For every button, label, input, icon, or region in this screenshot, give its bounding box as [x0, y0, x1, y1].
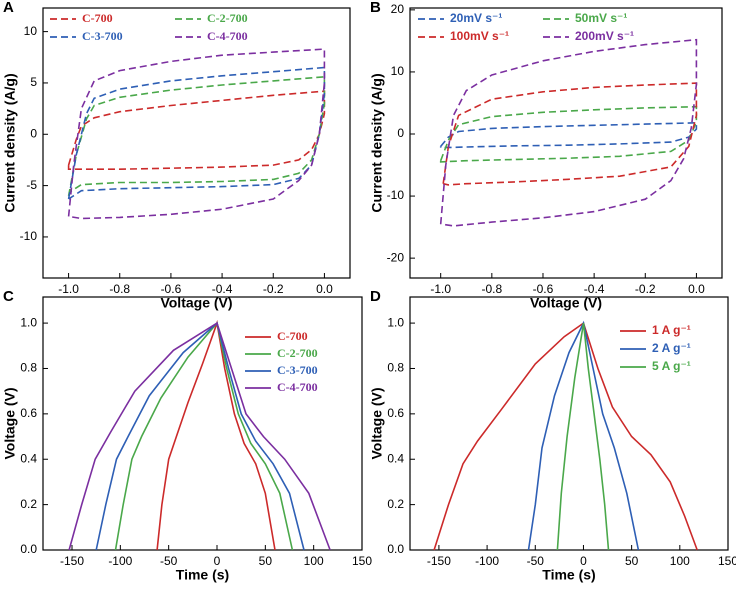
- x-tick-label: 0: [214, 554, 221, 568]
- y-tick-label: 0.8: [20, 361, 37, 375]
- series-line: [439, 121, 698, 149]
- plot-frame: [409, 7, 723, 279]
- x-tick-label: -0.8: [481, 282, 502, 296]
- x-tick-label: -0.6: [533, 282, 554, 296]
- y-tick-label: -5: [26, 178, 37, 192]
- x-tick-label: 50: [625, 554, 639, 568]
- x-axis-label: Voltage (V): [160, 295, 232, 311]
- legend-label: C-700: [82, 11, 113, 25]
- legend-label: 100mV s⁻¹: [450, 29, 509, 43]
- y-tick-label: 0.4: [387, 451, 404, 465]
- x-tick-label: -0.2: [635, 282, 656, 296]
- y-axis-label: Current density (A/g): [2, 73, 18, 212]
- y-tick-label: 20: [391, 2, 405, 16]
- series-line: [67, 66, 326, 200]
- x-tick-label: 100: [304, 554, 324, 568]
- x-tick-label: 150: [718, 554, 736, 568]
- series-line: [67, 48, 326, 220]
- legend-label: 20mV s⁻¹: [450, 11, 502, 25]
- x-tick-label: -0.4: [212, 282, 233, 296]
- x-tick-label: -0.2: [263, 282, 284, 296]
- y-tick-label: 0.0: [387, 542, 404, 556]
- y-tick-label: -10: [20, 229, 38, 243]
- legend-label: 5 A g⁻¹: [652, 359, 691, 373]
- x-tick-label: -50: [160, 554, 178, 568]
- series-line: [439, 38, 698, 227]
- y-axis-label: Voltage (V): [2, 387, 18, 459]
- legend-label: 50mV s⁻¹: [575, 11, 627, 25]
- plot-frame: [42, 296, 363, 551]
- y-tick-label: 0.6: [387, 406, 404, 420]
- y-tick-label: 5: [30, 75, 37, 89]
- y-tick-label: 0.8: [387, 361, 404, 375]
- x-tick-label: 0.0: [316, 282, 333, 296]
- y-tick-label: 0.6: [20, 406, 37, 420]
- y-tick-label: -10: [387, 188, 405, 202]
- legend-label: 1 A g⁻¹: [652, 323, 691, 337]
- panel-label: C: [3, 288, 14, 305]
- series-line: [156, 319, 276, 551]
- y-tick-label: 0.2: [387, 497, 404, 511]
- x-tick-label: -150: [60, 554, 84, 568]
- series-line: [67, 90, 326, 170]
- x-tick-label: -1.0: [430, 282, 451, 296]
- series-line: [527, 320, 640, 551]
- y-tick-label: 0.2: [20, 497, 37, 511]
- series-line: [67, 75, 326, 197]
- legend-label: C-700: [277, 329, 308, 343]
- x-axis-label: Voltage (V): [530, 295, 602, 311]
- y-tick-label: 0.4: [20, 451, 37, 465]
- series-line: [556, 322, 610, 551]
- legend-label: C-4-700: [207, 29, 248, 43]
- legend-label: 200mV s⁻¹: [575, 29, 634, 43]
- y-axis-label: Voltage (V): [369, 387, 385, 459]
- x-tick-label: -50: [527, 554, 545, 568]
- y-tick-label: 1.0: [20, 315, 37, 329]
- legend-label: C-2-700: [207, 11, 248, 25]
- panel-label: B: [370, 0, 381, 16]
- x-tick-label: 150: [352, 554, 372, 568]
- series-line: [433, 321, 698, 551]
- series-line: [68, 321, 331, 551]
- y-axis-label: Current density (A/g): [369, 73, 385, 212]
- x-tick-label: 100: [670, 554, 690, 568]
- panel-label: D: [370, 288, 381, 305]
- legend-label: C-3-700: [82, 29, 123, 43]
- panel-label: A: [3, 0, 14, 16]
- x-tick-label: 0.0: [688, 282, 705, 296]
- x-axis-label: Time (s): [542, 567, 595, 583]
- y-tick-label: 0: [30, 126, 37, 140]
- legend-label: C-2-700: [277, 346, 318, 360]
- series-line: [439, 105, 698, 163]
- legend-label: C-3-700: [277, 363, 318, 377]
- x-tick-label: -0.4: [584, 282, 605, 296]
- x-tick-label: -1.0: [58, 282, 79, 296]
- series-line: [114, 321, 294, 551]
- x-tick-label: -100: [475, 554, 499, 568]
- y-tick-label: 0: [397, 126, 404, 140]
- legend-label: 2 A g⁻¹: [652, 341, 691, 355]
- x-tick-label: -0.6: [161, 282, 182, 296]
- x-tick-label: -150: [427, 554, 451, 568]
- series-line: [95, 321, 305, 551]
- plot-frame: [42, 7, 351, 279]
- y-tick-label: -20: [387, 250, 405, 264]
- x-tick-label: 0: [580, 554, 587, 568]
- y-tick-label: 0.0: [20, 542, 37, 556]
- x-axis-label: Time (s): [176, 567, 229, 583]
- legend-label: C-4-700: [277, 380, 318, 394]
- x-tick-label: -0.8: [109, 282, 130, 296]
- y-tick-label: 10: [24, 24, 38, 38]
- y-tick-label: 1.0: [387, 315, 404, 329]
- plot-frame: [409, 296, 729, 551]
- x-tick-label: 50: [259, 554, 273, 568]
- y-tick-label: 10: [391, 64, 405, 78]
- x-tick-label: -100: [108, 554, 132, 568]
- series-line: [442, 82, 698, 186]
